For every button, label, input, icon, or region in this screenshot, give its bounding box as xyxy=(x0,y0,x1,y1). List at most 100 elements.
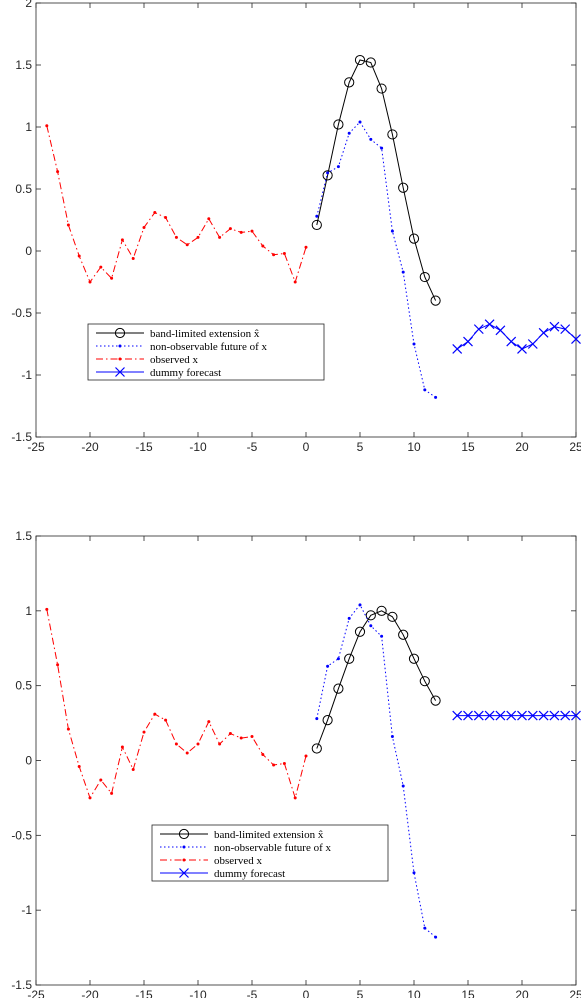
y-tick-label: -0.5 xyxy=(11,828,32,842)
x-tick-label: -20 xyxy=(81,988,99,998)
data-point xyxy=(196,235,200,239)
y-tick-label: 1 xyxy=(25,604,32,618)
data-point xyxy=(452,344,463,354)
data-point xyxy=(412,871,416,875)
data-point xyxy=(538,710,549,721)
legend-entry: dummy forecast xyxy=(214,868,285,880)
data-point xyxy=(571,334,581,344)
series-line xyxy=(316,610,437,749)
data-point xyxy=(571,710,581,721)
data-point xyxy=(398,182,409,193)
series-line xyxy=(316,603,436,938)
data-point xyxy=(311,219,322,231)
x-tick-label: 10 xyxy=(407,440,421,454)
y-tick-label: 1 xyxy=(25,120,32,134)
data-point xyxy=(326,664,330,668)
data-point xyxy=(347,131,351,135)
data-point xyxy=(77,254,81,258)
series-3 xyxy=(45,124,308,284)
data-point xyxy=(358,120,362,124)
data-point xyxy=(153,211,157,215)
data-point xyxy=(110,791,114,795)
series-3 xyxy=(45,607,308,800)
data-point xyxy=(56,663,60,667)
legend-marker xyxy=(115,367,125,377)
series-line xyxy=(46,125,307,284)
data-point xyxy=(506,710,517,721)
data-point xyxy=(153,712,157,716)
data-point xyxy=(110,276,114,280)
data-point xyxy=(401,784,405,788)
series-2 xyxy=(315,603,438,939)
y-tick-label: 1.5 xyxy=(15,529,32,543)
x-tick-label: 25 xyxy=(569,988,581,998)
data-point xyxy=(506,336,517,347)
data-point xyxy=(398,629,409,640)
data-point xyxy=(88,280,92,284)
y-tick-label: 2 xyxy=(25,0,32,10)
y-tick-label: -1.5 xyxy=(11,978,32,992)
data-point xyxy=(463,710,473,721)
data-point xyxy=(336,657,340,661)
data-point xyxy=(549,710,560,721)
data-point xyxy=(131,767,135,771)
data-point xyxy=(142,730,146,734)
data-point xyxy=(354,54,366,66)
legend-entry: non-observable future of x xyxy=(214,842,331,854)
y-tick-label: 0 xyxy=(25,244,32,258)
data-point xyxy=(120,238,124,242)
data-point xyxy=(185,751,189,755)
data-point xyxy=(77,764,81,768)
x-tick-label: 5 xyxy=(357,440,364,454)
data-point xyxy=(66,727,70,731)
data-point xyxy=(66,223,70,227)
data-point xyxy=(336,165,340,169)
data-point xyxy=(376,605,387,616)
legend-entry: non-observable future of x xyxy=(150,341,267,353)
x-tick-label: 10 xyxy=(407,988,421,998)
legend-marker xyxy=(178,828,190,840)
data-point xyxy=(304,245,308,249)
x-tick-label: -5 xyxy=(247,988,258,998)
data-point xyxy=(412,342,416,346)
data-point xyxy=(45,607,49,611)
data-point xyxy=(484,710,495,721)
data-point xyxy=(344,77,355,88)
data-point xyxy=(527,339,538,349)
data-point xyxy=(261,753,265,757)
legend-marker xyxy=(182,858,186,862)
series-line xyxy=(316,121,436,398)
data-point xyxy=(560,710,571,721)
data-point xyxy=(473,324,484,335)
x-tick-label: 0 xyxy=(303,440,310,454)
series-line xyxy=(456,323,577,350)
y-tick-label: -1 xyxy=(21,368,32,382)
data-point xyxy=(88,796,92,800)
data-point xyxy=(282,251,286,255)
data-point xyxy=(354,626,366,637)
data-point xyxy=(45,124,49,128)
data-point xyxy=(434,935,438,939)
data-point xyxy=(250,735,254,739)
data-point xyxy=(207,217,211,221)
data-point xyxy=(376,83,387,94)
data-point xyxy=(120,745,124,749)
data-point xyxy=(517,344,527,354)
data-point xyxy=(495,325,506,336)
chart-panel-2: -25 -20 -15 -10 -5 0 5 10 15 20 25 -1.5 -1 -0.5 0 0.5 1 1… xyxy=(11,529,581,998)
x-tick-label: -20 xyxy=(81,440,99,454)
data-point xyxy=(538,327,549,338)
legend-entry: band-limited extension x̂ xyxy=(214,829,324,841)
x-tick-label: 0 xyxy=(303,988,310,998)
chart-panel-1: -25 -20 -15 -10 -5 0 5 10 15 20 25 -1.5 -1 -0.5 0 0.5 1 1… xyxy=(11,0,581,454)
legend-marker xyxy=(179,868,189,878)
data-point xyxy=(408,233,420,244)
series-2 xyxy=(315,120,438,399)
y-tick-label: -0.5 xyxy=(11,306,32,320)
data-point xyxy=(452,710,463,721)
data-point xyxy=(131,256,135,260)
x-tick-label: -15 xyxy=(135,988,153,998)
data-point xyxy=(322,170,333,181)
y-tick-label: 0.5 xyxy=(15,679,32,693)
